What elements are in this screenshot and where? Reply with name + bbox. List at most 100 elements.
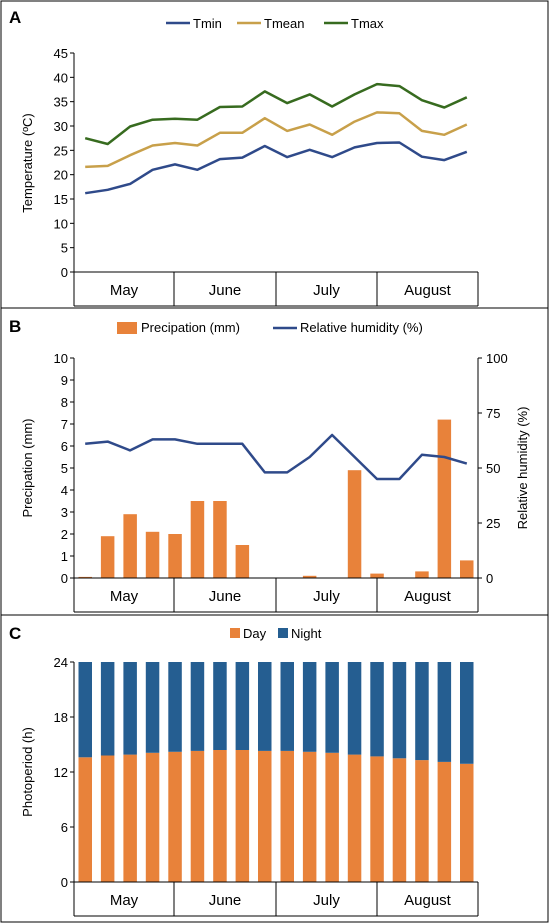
legend-label-night: Night (291, 626, 322, 641)
legend-swatch-day (230, 628, 240, 638)
night-bar (437, 662, 452, 762)
precipitation-bar (235, 545, 250, 578)
y-tick-label: 24 (54, 655, 68, 670)
y-tick-label: 18 (54, 710, 68, 725)
month-label: August (404, 588, 452, 605)
month-label: May (110, 892, 139, 909)
month-label: July (313, 588, 340, 605)
night-bar (280, 662, 294, 751)
y-tick-label: 6 (61, 820, 68, 835)
precipitation-bar (213, 501, 227, 578)
tmin-line (85, 141, 468, 195)
y-tick-label: 25 (486, 516, 500, 531)
day-bar (235, 750, 250, 882)
night-bar (123, 662, 137, 755)
y-tick-label: 0 (61, 265, 68, 280)
day-bar (123, 754, 137, 882)
y-tick-label: 45 (54, 46, 68, 61)
y-tick-label: 3 (61, 505, 68, 520)
night-bar (145, 662, 160, 753)
precipitation-bar (190, 501, 205, 578)
y-tick-label: 50 (486, 461, 500, 476)
y-tick-label: 4 (61, 483, 68, 498)
day-bar (258, 750, 272, 882)
night-bar (100, 662, 115, 756)
day-bar (190, 750, 205, 882)
precipitation-bar (100, 536, 115, 578)
precipitation-bar (347, 470, 362, 578)
night-bar (190, 662, 205, 751)
y-tick-label: 8 (61, 395, 68, 410)
day-bar (437, 761, 452, 882)
day-bar (100, 755, 115, 882)
y-tick-label: 40 (54, 70, 68, 85)
day-bar (280, 750, 294, 882)
y-tick-label: 10 (54, 216, 68, 231)
y-axis-title-b: Precipation (mm) (20, 419, 35, 518)
y-tick-label: 30 (54, 119, 68, 134)
night-bar (168, 662, 182, 752)
night-bar (258, 662, 272, 751)
y-tick-label: 10 (54, 351, 68, 366)
y-tick-label: 6 (61, 439, 68, 454)
month-label: May (110, 282, 139, 299)
legend-swatch-precipitation (117, 322, 137, 334)
y-tick-label: 5 (61, 241, 68, 256)
night-bar (415, 662, 429, 761)
month-label: May (110, 588, 139, 605)
precipitation-bar (123, 514, 137, 578)
y-tick-label: 2 (61, 527, 68, 542)
night-bar (235, 662, 250, 750)
month-label: August (404, 892, 452, 909)
y-tick-label: 5 (61, 461, 68, 476)
day-bar (145, 752, 160, 883)
y-tick-label: 9 (61, 373, 68, 388)
tmean-line (85, 111, 468, 169)
y-tick-label: 1 (61, 549, 68, 564)
night-bar (302, 662, 317, 752)
legend-label-day: Day (243, 626, 267, 641)
y-tick-label: 0 (61, 571, 68, 586)
plot-area-a: 0 5 10 15 20 25 30 35 40 45 May June July August (54, 46, 479, 307)
night-bar (460, 662, 474, 764)
precipitation-bar (145, 531, 160, 578)
day-bar (213, 750, 227, 882)
night-bar (370, 662, 384, 757)
day-bar (78, 757, 92, 882)
y-tick-label: 35 (54, 95, 68, 110)
y-tick-label: 7 (61, 417, 68, 432)
precipitation-bar (370, 573, 384, 578)
y-axis-title-a: Temperature (ºC) (20, 113, 35, 212)
legend-label-tmax: Tmax (351, 16, 384, 31)
precipitation-bar (78, 576, 92, 578)
night-bar (213, 662, 227, 750)
legend-panel-c: Day Night (230, 626, 322, 641)
y-tick-label: 20 (54, 168, 68, 183)
day-bar (415, 760, 429, 882)
precipitation-bar (168, 534, 182, 578)
y2-axis-title-b: Relative humidity (%) (515, 407, 530, 530)
y-axis-title-c: Photoperiod (h) (20, 727, 35, 817)
day-bar (392, 758, 407, 883)
precipitation-bar (437, 419, 452, 578)
month-label: July (313, 282, 340, 299)
night-bar (347, 662, 362, 755)
legend-label-humidity: Relative humidity (%) (300, 320, 423, 335)
night-bar (78, 662, 92, 758)
night-bar (325, 662, 339, 753)
day-bar (325, 752, 339, 883)
y-tick-label: 0 (486, 571, 493, 586)
legend-panel-a: Tmin Tmean Tmax (166, 16, 384, 31)
y-tick-label: 75 (486, 406, 500, 421)
humidity-line (85, 433, 468, 481)
panel-label-b: B (9, 317, 21, 336)
legend-label-tmin: Tmin (193, 16, 222, 31)
y-tick-label: 100 (486, 351, 508, 366)
y-tick-label: 25 (54, 143, 68, 158)
panel-label-c: C (9, 624, 21, 643)
panel-label-a: A (9, 8, 21, 27)
legend-label-tmean: Tmean (264, 16, 304, 31)
month-label: June (209, 282, 242, 299)
